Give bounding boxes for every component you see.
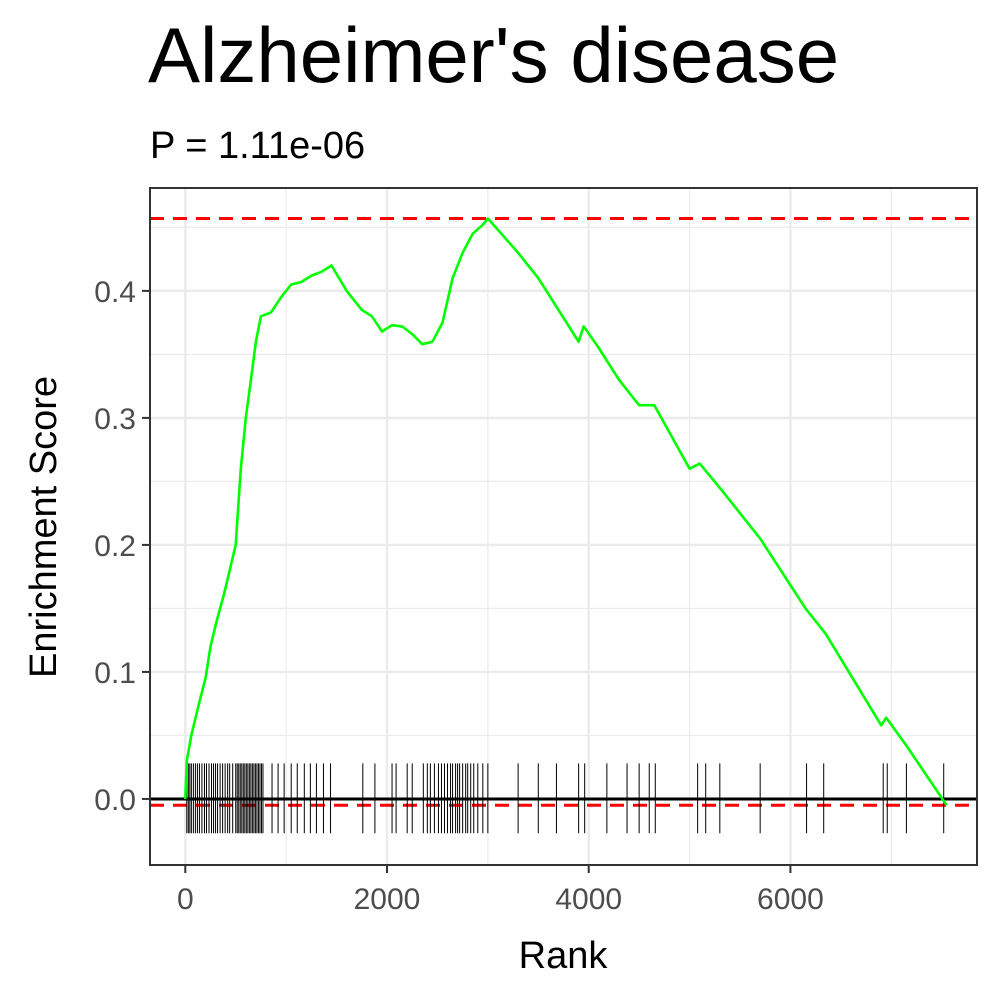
x-tick-label: 6000	[757, 883, 824, 916]
y-tick-label: 0.0	[94, 784, 136, 817]
x-tick-label: 4000	[555, 883, 622, 916]
y-axis-title: Enrichment Score	[23, 376, 65, 678]
panel-border	[149, 187, 978, 866]
chart-title: Alzheimer's disease	[148, 11, 839, 99]
y-tick-label: 0.3	[94, 403, 136, 436]
y-tick-label: 0.4	[94, 276, 136, 309]
x-tick-label: 2000	[354, 883, 421, 916]
enrichment-curve	[184, 217, 948, 807]
x-axis-title: Rank	[519, 935, 609, 977]
x-tick-label: 0	[177, 883, 194, 916]
chart-subtitle: P = 1.11e-06	[150, 125, 365, 167]
y-tick-label: 0.2	[94, 530, 136, 563]
y-tick-label: 0.1	[94, 657, 136, 690]
plot-panel: 0 2000 4000 6000 0.0 0.1 0.2 0.3 0.4	[94, 187, 978, 916]
